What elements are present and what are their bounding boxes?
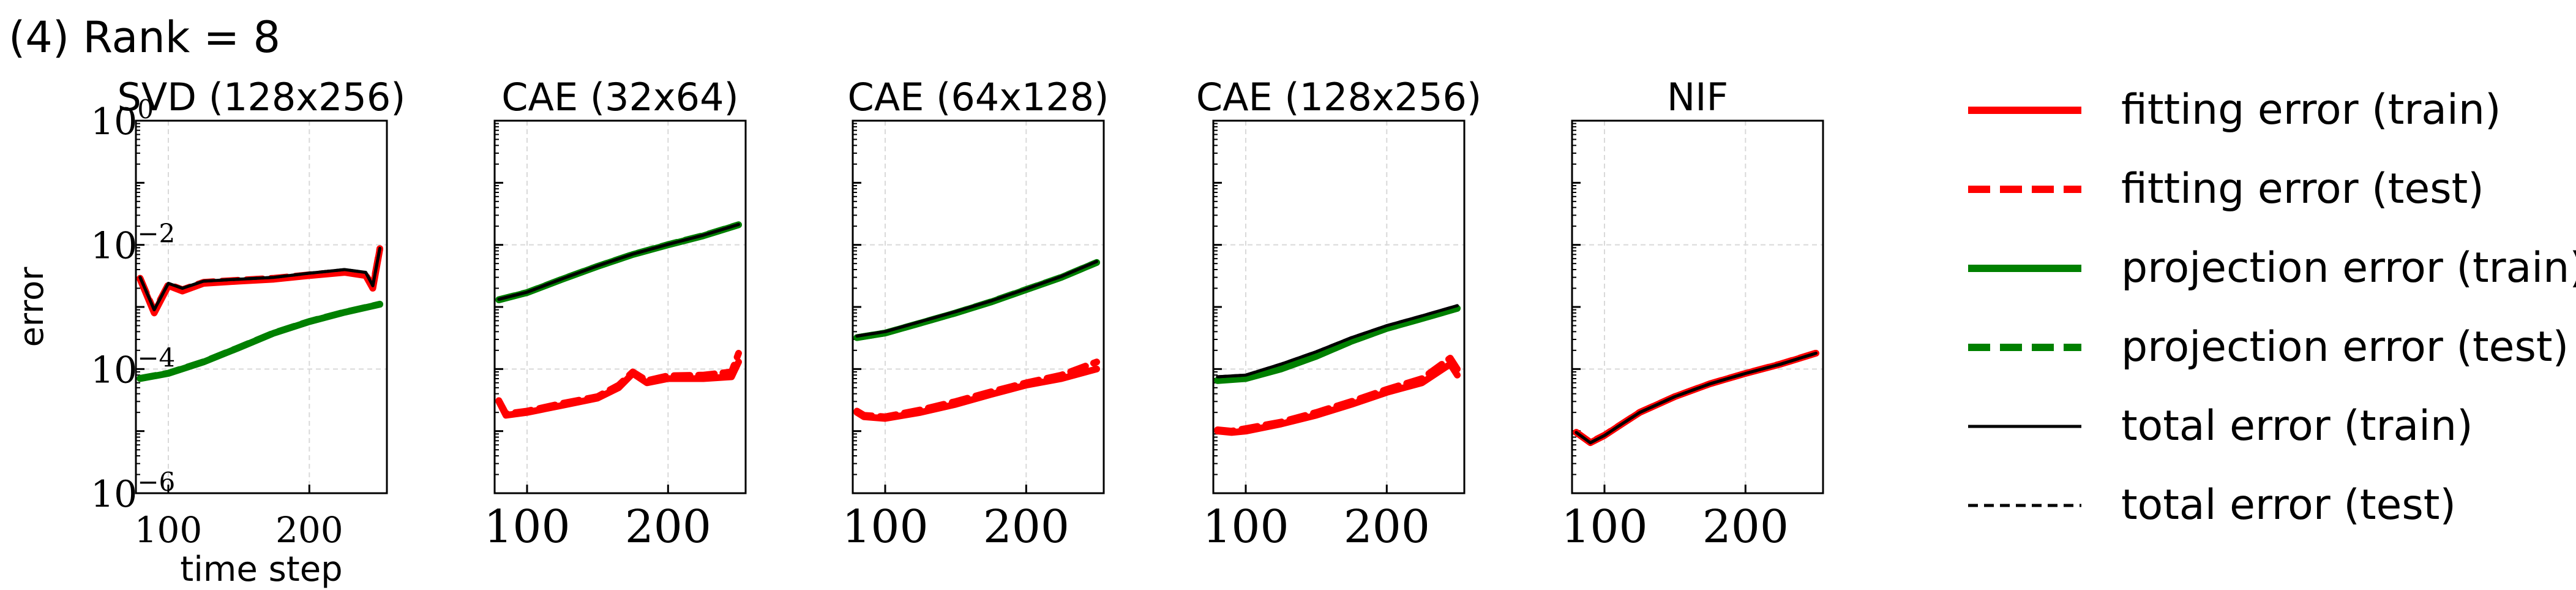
- figure-label: (4) Rank = 8: [9, 12, 280, 62]
- chart-panels: SVD (128x256)100 20010010−210−410−6errort…: [12, 75, 1824, 589]
- legend-label: fitting error (train): [2121, 86, 2501, 134]
- chart-panel-5: NIF 100 200: [1561, 75, 1824, 553]
- series-line-projection-error-test: [853, 259, 1100, 341]
- y-tick-label: 10−2: [91, 219, 175, 268]
- x-tick-label: 100: [842, 501, 928, 553]
- chart-panel-1: SVD (128x256)100 20010010−210−410−6errort…: [12, 75, 405, 589]
- series-line-projection-error-test: [137, 300, 383, 382]
- x-tick-label: 100: [135, 509, 203, 551]
- y-axis-label: error: [12, 267, 51, 347]
- x-tick-label: 100: [1202, 501, 1289, 553]
- plot-frame: [1571, 119, 1824, 494]
- chart-title: CAE (128x256): [1196, 75, 1481, 119]
- series-line-total-error-train: [855, 260, 1098, 338]
- series-line-total-error-train: [138, 246, 381, 312]
- x-tick-label: 200: [625, 501, 711, 553]
- legend-label: projection error (test): [2121, 323, 2569, 371]
- chart-title: NIF: [1667, 75, 1728, 119]
- x-tick-label: 100: [484, 501, 570, 553]
- series-line-projection-error-train: [853, 259, 1100, 341]
- chart-title: CAE (64x128): [848, 75, 1109, 119]
- x-tick-label: 100: [1561, 501, 1647, 553]
- y-tick-label: 100: [91, 94, 154, 143]
- series-line-total-error-test: [855, 260, 1098, 338]
- x-tick-label: 200: [275, 509, 343, 551]
- x-axis-label: time step: [180, 550, 342, 589]
- series-line-total-error-test: [138, 246, 381, 312]
- series-line-total-error-test: [1216, 304, 1459, 379]
- legend-label: projection error (train): [2121, 244, 2576, 292]
- x-tick-label: 200: [983, 501, 1069, 553]
- plot-frame: [1212, 119, 1466, 494]
- x-tick-label: 200: [1344, 501, 1430, 553]
- plot-frame: [493, 119, 747, 494]
- plot-frame: [135, 119, 388, 494]
- series-line-fitting-error-test: [137, 245, 383, 315]
- series-line-fitting-error-test: [1214, 355, 1461, 435]
- chart-title: CAE (32x64): [501, 75, 738, 119]
- series-line-fitting-error-test: [495, 350, 742, 417]
- series-line-fitting-error-test: [853, 358, 1100, 420]
- x-tick-label: 200: [1702, 501, 1789, 553]
- chart-panel-4: CAE (128x256) 100 200: [1196, 75, 1481, 553]
- y-tick-label: 10−6: [91, 467, 175, 516]
- legend-label: total error (test): [2121, 481, 2456, 529]
- series-line-total-error-test: [1574, 352, 1818, 445]
- y-tick-label: 10−4: [91, 342, 175, 391]
- chart-title: SVD (128x256): [118, 75, 406, 119]
- series-line-projection-error-test: [1214, 304, 1461, 384]
- legend-label: total error (train): [2121, 402, 2473, 450]
- chart-panel-3: CAE (64x128) 100 200: [842, 75, 1109, 553]
- series-line-fitting-error-train: [1214, 360, 1461, 436]
- legend-label: fitting error (test): [2121, 165, 2484, 213]
- series-line-total-error-test: [497, 222, 740, 301]
- legend: fitting error (train) fitting error (test…: [1968, 86, 2576, 529]
- chart-panel-2: CAE (32x64) 100 200: [484, 75, 747, 553]
